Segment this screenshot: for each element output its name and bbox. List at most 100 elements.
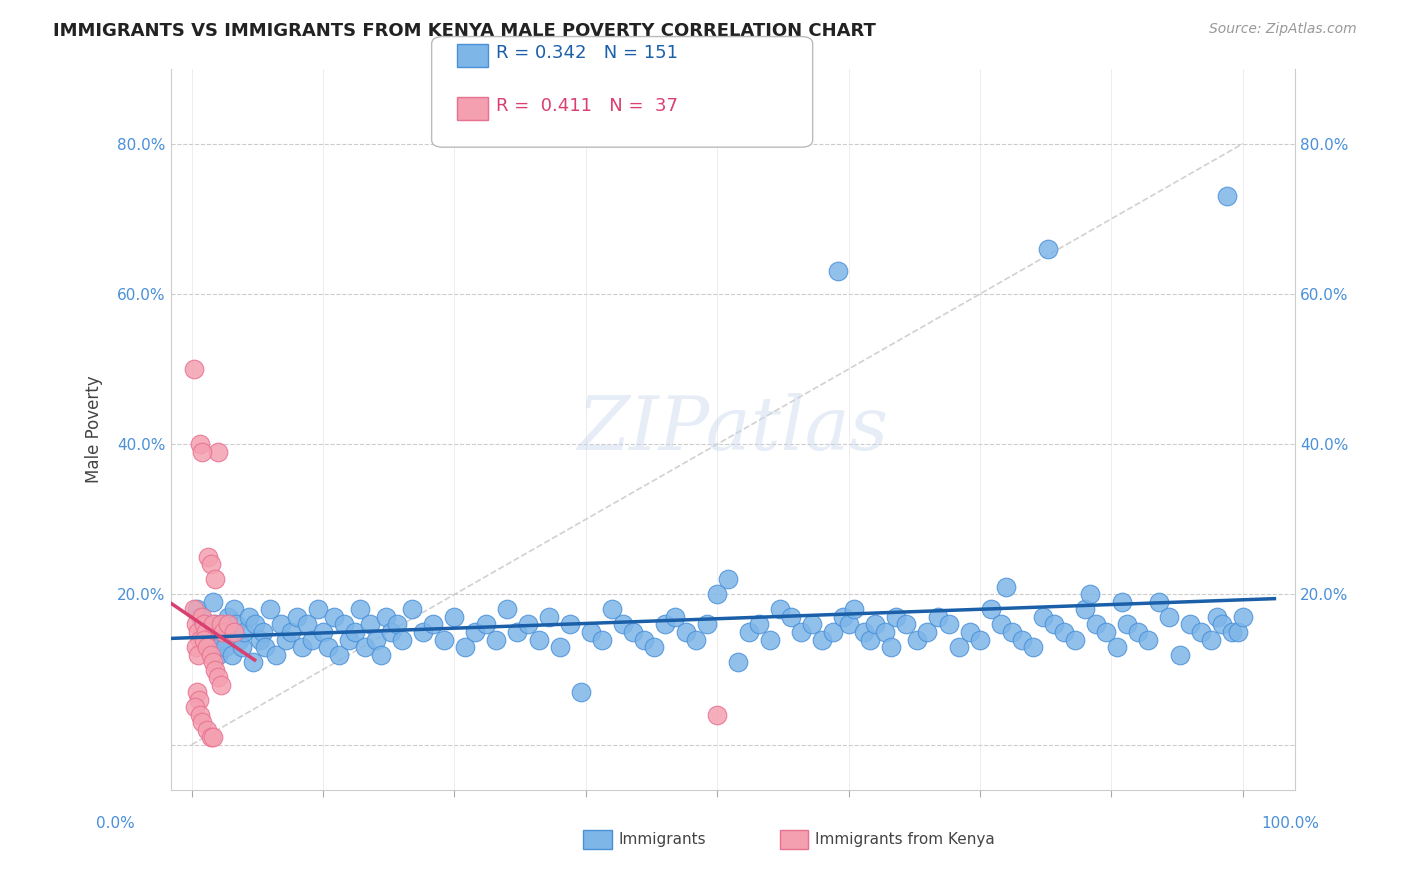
Point [225,617,247,632]
Point [748,617,770,632]
Point [769,602,792,616]
Point [187,648,209,662]
Point [643,640,665,654]
Point [188,707,211,722]
Point [821,625,844,640]
Text: R =  0.411   N =  37: R = 0.411 N = 37 [496,97,678,115]
Point [200,558,222,572]
Point [759,632,782,647]
Point [1116,617,1139,632]
Point [1000,625,1022,640]
Point [600,602,623,616]
Point [853,625,876,640]
Point [217,617,239,632]
Point [201,655,224,669]
Point [238,610,260,624]
Point [242,655,264,669]
Point [204,617,226,632]
Point [917,625,939,640]
Point [579,625,602,640]
Point [800,617,823,632]
Point [779,610,801,624]
Point [485,632,508,647]
Point [200,730,222,744]
Point [990,617,1012,632]
Point [193,617,215,632]
Point [1201,632,1223,647]
Point [187,692,209,706]
Point [1211,617,1233,632]
Point [301,632,323,647]
Point [995,580,1018,594]
Point [349,602,371,616]
Point [188,437,211,451]
Point [207,670,229,684]
Point [188,632,211,647]
Point [1226,625,1249,640]
Point [243,617,266,632]
Point [863,617,886,632]
Point [204,573,226,587]
Point [496,602,519,616]
Text: R = 0.342   N = 151: R = 0.342 N = 151 [496,44,678,62]
Point [558,617,581,632]
Point [1111,595,1133,609]
Point [1084,617,1107,632]
Point [322,610,344,624]
Point [738,625,761,640]
Point [184,640,207,654]
Point [1126,625,1149,640]
Point [297,617,319,632]
Point [875,625,897,640]
Point [380,625,402,640]
Y-axis label: Male Poverty: Male Poverty [86,376,103,483]
Point [183,602,205,616]
Point [280,625,302,640]
Point [193,617,215,632]
Text: IMMIGRANTS VS IMMIGRANTS FROM KENYA MALE POVERTY CORRELATION CHART: IMMIGRANTS VS IMMIGRANTS FROM KENYA MALE… [53,22,876,40]
Point [233,625,256,640]
Point [201,595,224,609]
Point [905,632,928,647]
Point [364,632,387,647]
Point [1038,242,1060,256]
Point [337,632,360,647]
Point [591,632,613,647]
Point [717,573,740,587]
Text: ZIPatlas: ZIPatlas [578,392,889,466]
Point [1011,632,1033,647]
Point [569,685,592,699]
Point [832,610,855,624]
Text: 100.0%: 100.0% [1261,816,1319,830]
Point [838,617,860,632]
Point [654,617,676,632]
Point [191,444,214,458]
Text: Immigrants from Kenya: Immigrants from Kenya [815,832,995,847]
Point [896,617,918,632]
Point [1042,617,1064,632]
Point [252,625,274,640]
Point [333,617,356,632]
Point [195,640,218,654]
Point [385,617,408,632]
Point [859,632,882,647]
Point [191,715,214,730]
Point [696,617,718,632]
Point [359,617,381,632]
Point [412,625,434,640]
Point [214,640,236,654]
Point [222,625,245,640]
Point [475,617,498,632]
Point [193,632,215,647]
Point [1222,625,1244,640]
Point [1095,625,1118,640]
Point [375,610,398,624]
Point [195,625,218,640]
Point [884,610,907,624]
Point [938,617,960,632]
Text: Source: ZipAtlas.com: Source: ZipAtlas.com [1209,22,1357,37]
Point [200,640,222,654]
Point [1159,610,1181,624]
Point [537,610,560,624]
Point [927,610,949,624]
